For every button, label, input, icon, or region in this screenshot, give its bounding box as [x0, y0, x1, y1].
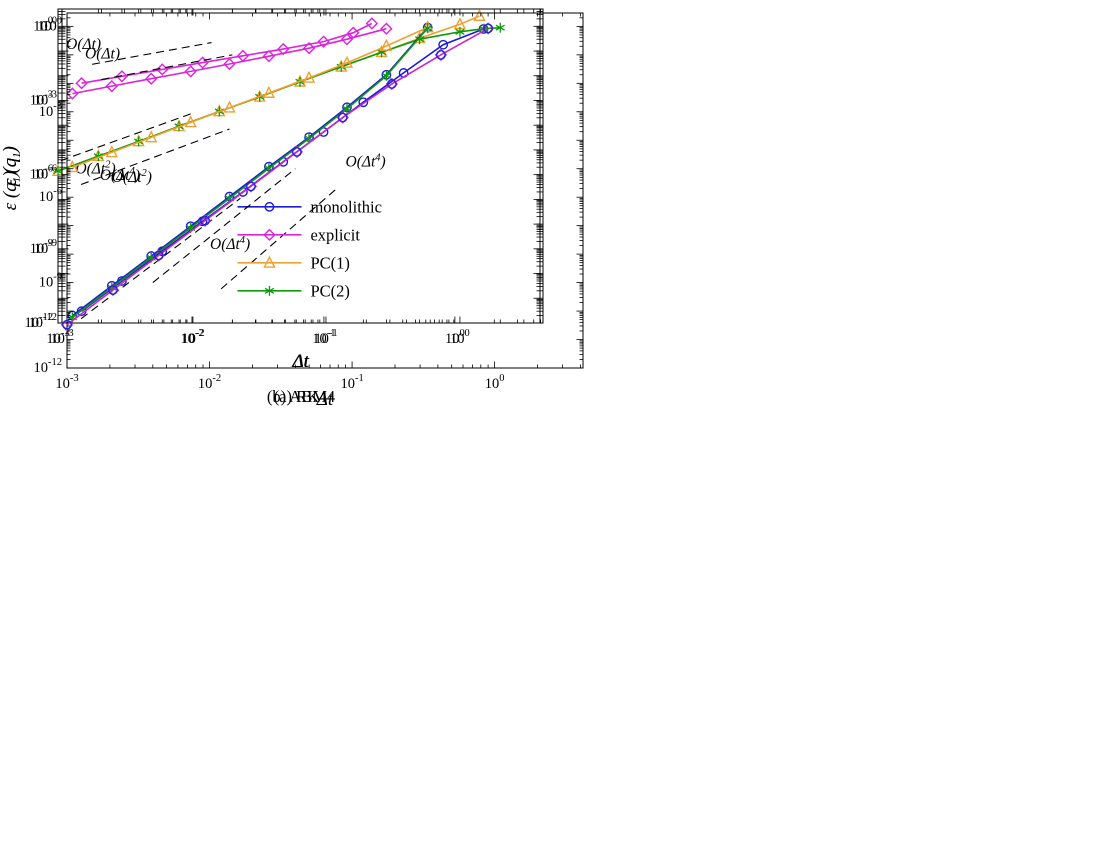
x-tick-label: 10-2 [198, 373, 221, 392]
x-axis-label: Δt [316, 389, 334, 410]
x-tick-label: 10-3 [55, 373, 78, 392]
x-tick-label: 100 [485, 373, 505, 392]
reference-line: O(Δt4) [100, 166, 296, 284]
order-label: O(Δt) [66, 36, 101, 53]
chart-bottom-canvas: 10-3 10-2 10-1 100 100 10-3 10-6 10-9 10-12 Δt ε (… [0, 12, 584, 410]
y-axis-label: ε (q1) [0, 171, 23, 211]
x-axis-label: Δt [292, 351, 310, 372]
y-tick-label: 10-9 [39, 272, 62, 291]
order-label: O(Δt) [85, 45, 120, 62]
legend-label: monolithic [310, 197, 382, 216]
caption-rk4: (a) RK4 [273, 387, 328, 406]
legend-label: PC(2) [310, 281, 349, 300]
reference-line: O(Δt) [66, 36, 212, 65]
y-tick-label: 10-6 [39, 186, 62, 205]
y-tick-label: 100 [42, 15, 62, 34]
series-series-2 [62, 23, 494, 330]
reference-line: O(Δt) [85, 45, 233, 81]
x-axis-label: Δt [291, 351, 309, 372]
y-tick-label: 10-3 [39, 101, 62, 120]
chart-rk4: 10-3 10-2 10-1 100 100 10-3 10-6 10-9 10-12 Δt ε (… [0, 0, 560, 407]
series-pc-1- [66, 20, 434, 173]
y-tick-label: 10-12 [34, 357, 63, 376]
legend-label: explicit [310, 225, 360, 244]
order-label: O(Δt4) [100, 166, 140, 184]
caption-abm4: (b) ABM4 [266, 387, 336, 406]
chart-abm4: 10-3 10-2 10-1 100 100 10-3 10-6 10-9 10-12 Δt ε (… [0, 0, 547, 407]
axes: 10-3 10-2 10-1 100 100 10-3 10-6 10-9 10-12 Δt ε (… [0, 12, 584, 410]
legend: monolithic explicit PC(1) PC(2) [237, 197, 382, 300]
chart-bottom: 10-3 10-2 10-1 100 100 10-3 10-6 10-9 10-12 Δt ε (… [0, 0, 600, 415]
x-tick-label: 10-1 [340, 373, 363, 392]
legend-label: PC(1) [310, 253, 349, 272]
